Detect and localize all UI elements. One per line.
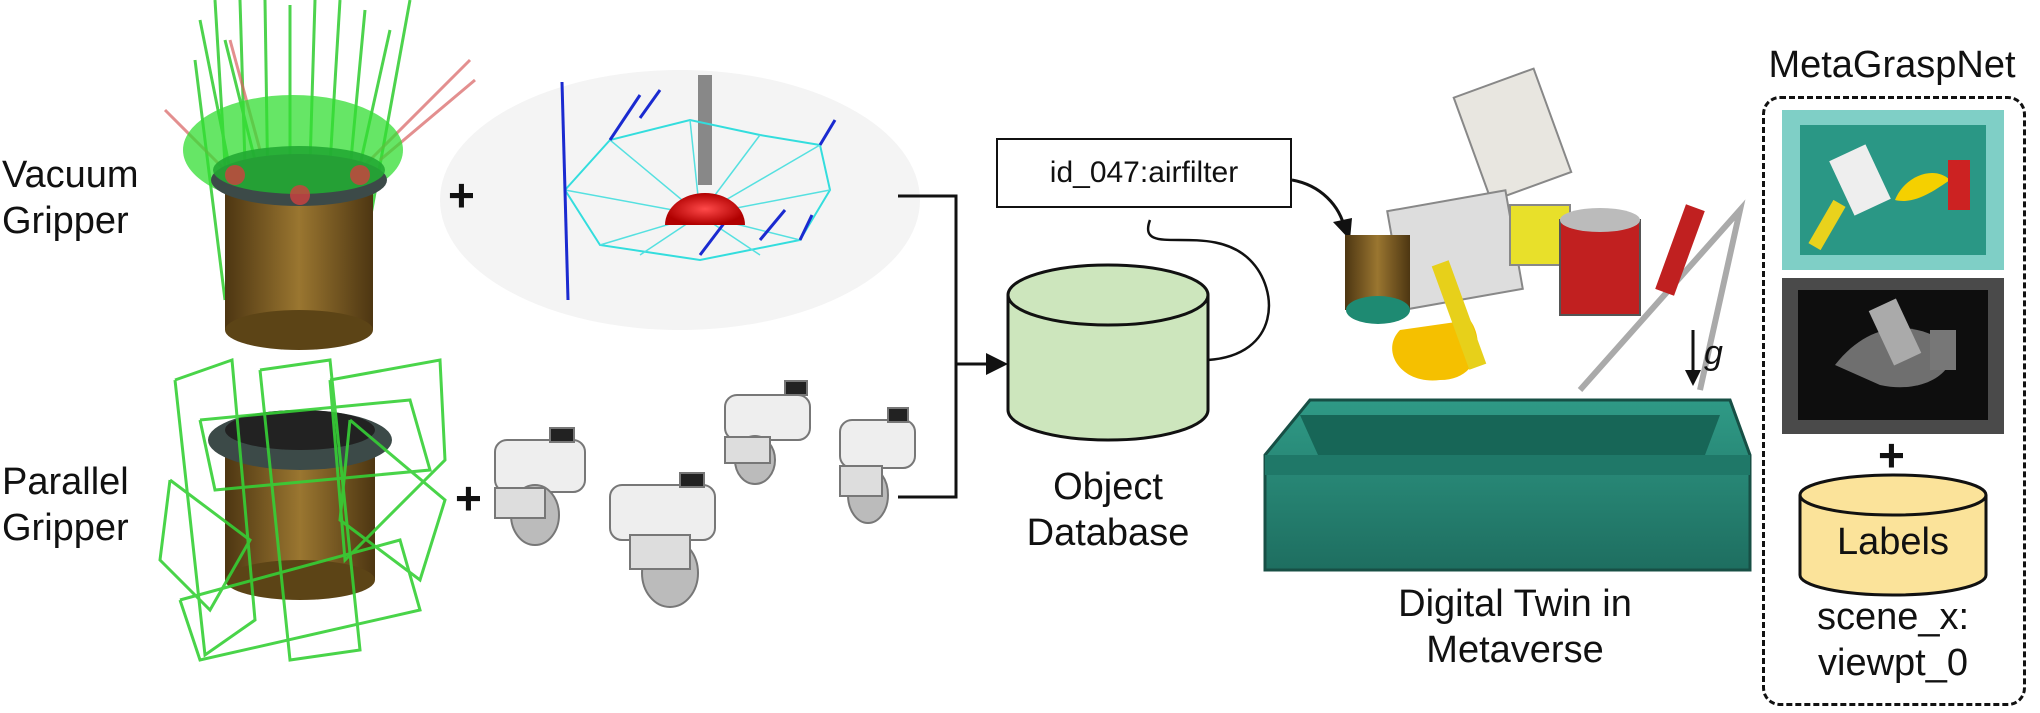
rgb-render-thumbnail (1782, 110, 2004, 270)
object-database-label: Object Database (1026, 466, 1190, 554)
metagraspnet-title: MetaGraspNet (1768, 44, 2016, 86)
plus-sign-vacuum: + (448, 169, 475, 221)
object-id-box: id_047:airfilter (996, 138, 1292, 208)
merge-arrowhead (986, 353, 1008, 375)
vacuum-gripper-label: Vacuum Gripper (2, 154, 139, 242)
labels-cylinder (1798, 473, 1988, 597)
database-cylinder (1006, 263, 1210, 442)
parallel-gripper-models (494, 380, 916, 608)
plus-sign-parallel: + (455, 472, 482, 524)
suction-cup-illustration (440, 70, 920, 330)
vacuum-grasp-illustration (163, 0, 476, 350)
digital-twin-scene (1263, 67, 1752, 572)
parallel-grasp-illustration (158, 357, 447, 662)
metagraspnet-dataset-box (1762, 96, 2026, 706)
digital-twin-label: Digital Twin in Metaverse (1398, 583, 1632, 671)
depth-render-thumbnail (1782, 278, 2004, 434)
database-link-curve (1146, 219, 1270, 362)
scene-viewpoint-label: scene_x: viewpt_0 (1816, 596, 1970, 684)
parallel-gripper-label: Parallel Gripper (2, 461, 129, 549)
labels-text: Labels (1837, 521, 1949, 563)
plus-sign-dataset: + (1878, 429, 1905, 481)
gravity-label: g (1704, 334, 1723, 372)
